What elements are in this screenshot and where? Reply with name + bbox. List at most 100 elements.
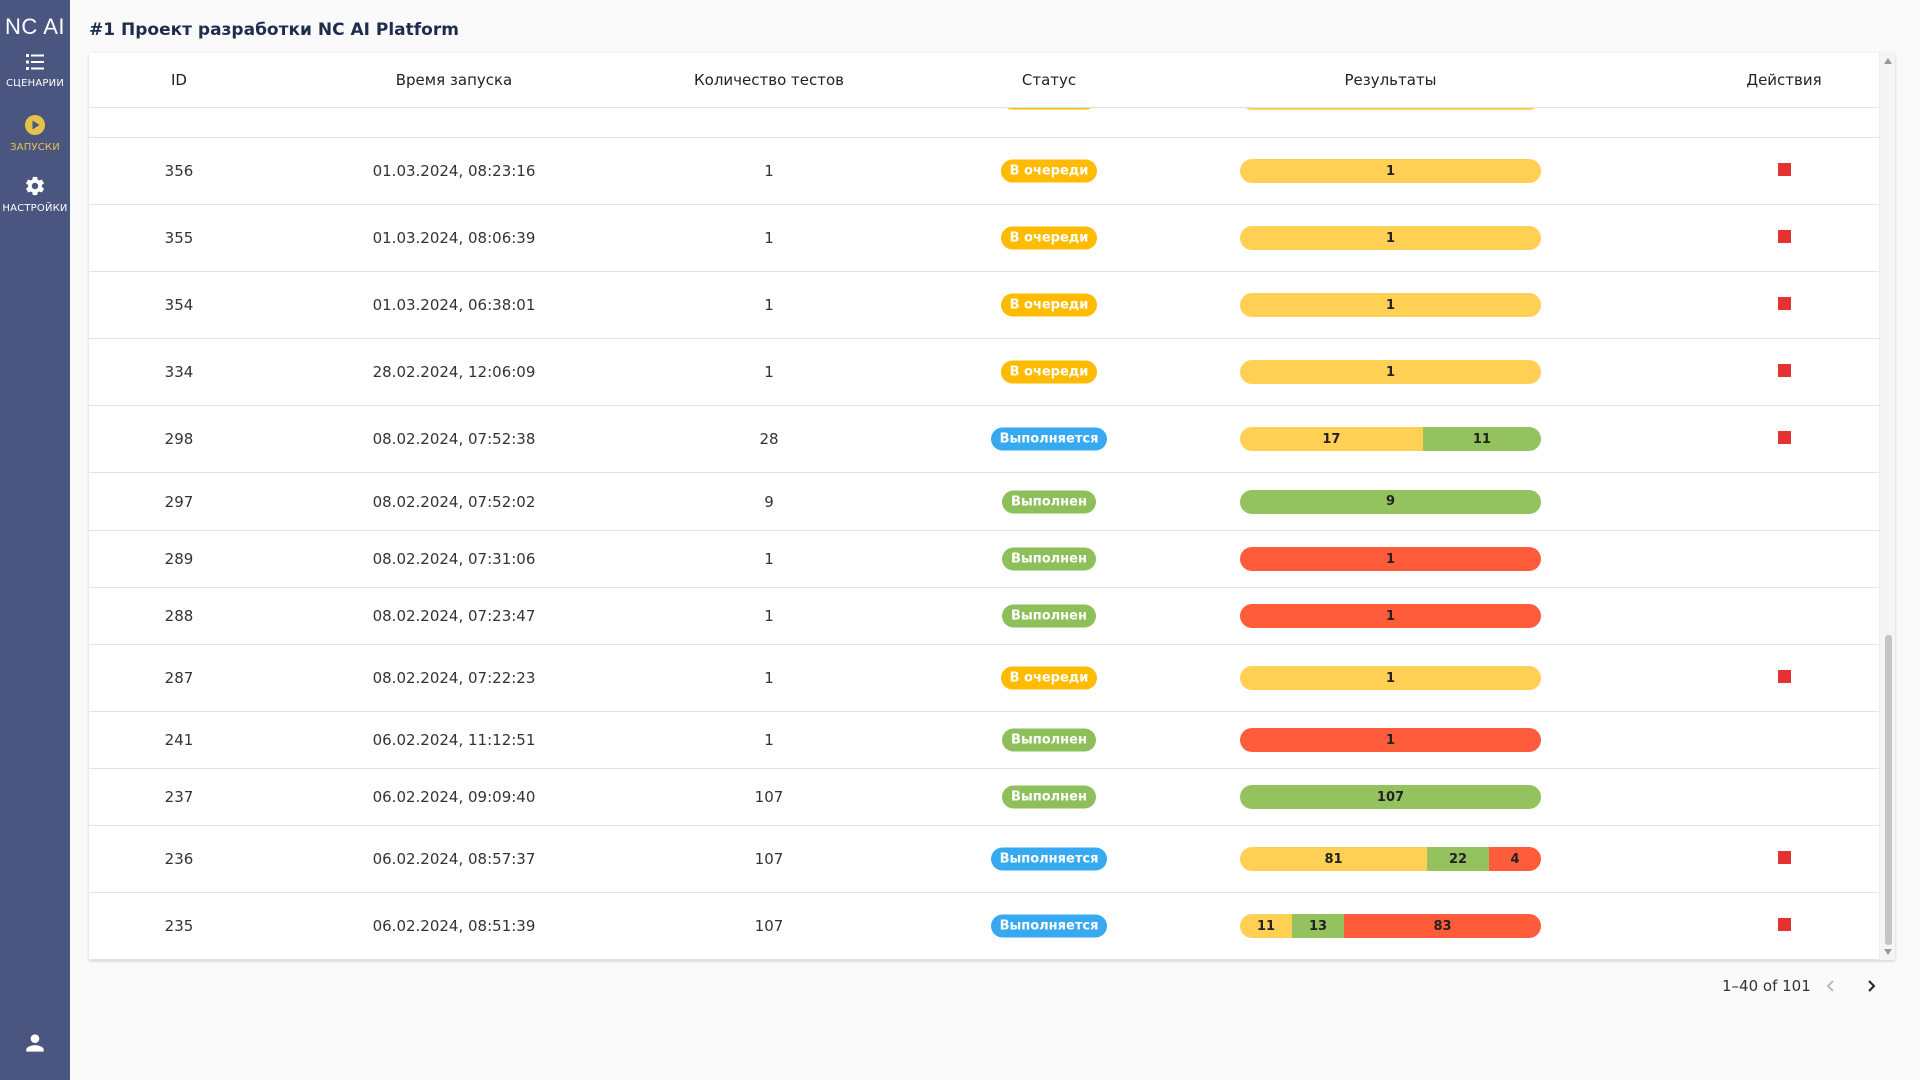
table-row[interactable]: 355 01.03.2024, 08:06:39 1 В очереди 1 [89,205,1879,272]
table-row[interactable]: 354 01.03.2024, 06:38:01 1 В очереди 1 [89,272,1879,339]
table-row[interactable]: 287 08.02.2024, 07:22:23 1 В очереди 1 [89,645,1879,712]
results-segment-yellow: 1 [1240,159,1541,183]
stop-run-button[interactable] [1777,918,1791,931]
column-header-actions: Действия [1746,71,1822,89]
status-cell: Выполняется [899,427,1199,451]
status-badge: Выполнен [1002,785,1096,809]
run-id: 236 [164,850,194,868]
results-bar: 1 [1240,293,1541,317]
results-segment-red: 1 [1240,547,1541,571]
run-start-time: 08.02.2024, 07:22:23 [372,669,536,687]
user-profile-button[interactable] [22,1030,48,1056]
results-segment-yellow: 17 [1240,427,1423,451]
next-page-button[interactable] [1856,971,1886,1001]
results-bar: 1 [1240,604,1541,628]
test-count: 28 [759,430,779,448]
runs-table: 35701.03.2024, 08:37:021В очереди135601.… [89,53,1895,960]
actions-cell [1769,850,1799,868]
results-segment-red: 1 [1240,604,1541,628]
results-bar: 107 [1240,785,1541,809]
stop-run-button[interactable] [1777,163,1791,176]
column-header-results: Результаты [1344,71,1437,89]
table-row[interactable]: 297 08.02.2024, 07:52:02 9 Выполнен 9 [89,473,1879,531]
results-bar: 9 [1240,489,1541,514]
sidebar-item-scenarios[interactable]: СЦЕНАРИИ [0,52,70,110]
stop-run-button[interactable] [1777,297,1791,310]
table-row[interactable]: 288 08.02.2024, 07:23:47 1 Выполнен 1 [89,588,1879,645]
app-logo[interactable]: NC AI [5,14,65,39]
run-id: 355 [164,229,194,247]
table-row[interactable]: 289 08.02.2024, 07:31:06 1 Выполнен 1 [89,531,1879,588]
run-start-time: 06.02.2024, 11:12:51 [372,731,536,749]
run-start-time: 01.03.2024, 08:06:39 [372,229,536,247]
run-id: 354 [164,296,194,314]
run-start-time: 01.03.2024, 06:38:01 [372,296,536,314]
results-segment-green: 13 [1292,914,1344,938]
previous-page-button[interactable] [1816,971,1846,1001]
run-id: 288 [164,607,194,625]
sidebar-item-label: ЗАПУСКИ [10,142,60,153]
status-badge: Выполнен [1002,547,1096,571]
scroll-up-arrow[interactable] [1884,58,1892,64]
table-row[interactable]: 237 06.02.2024, 09:09:40 107 Выполнен 107 [89,769,1879,826]
stop-run-button[interactable] [1777,670,1791,683]
run-id: 298 [164,430,194,448]
status-cell: В очереди [899,666,1199,690]
status-cell: Выполнен [899,785,1199,809]
table-row[interactable]: 298 08.02.2024, 07:52:38 28 Выполняется 17 11 [89,406,1879,473]
table-row[interactable]: 356 01.03.2024, 08:23:16 1 В очереди 1 [89,138,1879,205]
results-segment-yellow: 11 [1240,914,1292,938]
status-badge: В очереди [1000,293,1098,317]
results-cell: 1 [1240,226,1541,250]
table-row[interactable]: 235 06.02.2024, 08:51:39 107 Выполняется 11 1… [89,893,1879,960]
scroll-down-arrow[interactable] [1884,949,1892,955]
run-start-time: 01.03.2024, 08:23:16 [372,162,536,180]
test-count: 1 [764,363,774,381]
sidebar-item-runs[interactable]: ЗАПУСКИ [0,114,70,172]
results-segment-yellow: 1 [1240,226,1541,250]
test-count: 1 [764,296,774,314]
stop-run-button[interactable] [1777,230,1791,243]
column-header-count: Количество тестов [694,71,844,89]
status-cell: В очереди [899,360,1199,384]
run-id: 235 [164,917,194,935]
status-cell: В очереди [899,293,1199,317]
status-cell: В очереди [899,159,1199,183]
actions-cell [1769,296,1799,314]
person-icon [26,1034,44,1052]
table-header: ID Время запуска Количество тестов Стату… [89,53,1879,108]
results-segment-yellow: 81 [1240,847,1428,871]
results-bar: 17 11 [1240,427,1541,451]
table-row[interactable]: 241 06.02.2024, 11:12:51 1 Выполнен 1 [89,712,1879,769]
run-start-time: 08.02.2024, 07:52:02 [372,492,536,511]
status-cell: Выполняется [899,914,1199,938]
table-row[interactable]: 334 28.02.2024, 12:06:09 1 В очереди 1 [89,339,1879,406]
run-start-time: 08.02.2024, 07:52:38 [372,430,536,448]
test-count: 1 [764,731,774,749]
status-cell: Выполняется [899,847,1199,871]
results-bar: 1 [1240,666,1541,690]
table-row[interactable]: 236 06.02.2024, 08:57:37 107 Выполняется 81 2… [89,826,1879,893]
stop-run-button[interactable] [1777,851,1791,864]
status-badge: Выполнен [1002,604,1096,628]
run-start-time: 08.02.2024, 07:31:06 [372,550,536,568]
run-start-time: 08.02.2024, 07:23:47 [372,607,536,625]
pagination-range: 1–40 of 101 [1722,977,1811,995]
page-title: #1 Проект разработки NC AI Platform [89,20,459,40]
stop-run-button[interactable] [1777,431,1791,444]
status-cell: Выполнен [899,490,1199,513]
sidebar-item-label: НАСТРОЙКИ [2,203,68,214]
run-id: 356 [164,162,194,180]
status-badge: В очереди [1000,360,1098,384]
sidebar-item-settings[interactable]: НАСТРОЙКИ [0,175,70,233]
results-cell: 1 [1240,666,1541,690]
scroll-thumb[interactable] [1885,635,1892,945]
status-badge: В очереди [1000,159,1098,183]
results-segment-green: 9 [1240,489,1541,514]
test-count: 1 [764,229,774,247]
results-cell: 107 [1240,785,1541,809]
run-start-time: 06.02.2024, 08:51:39 [372,917,536,935]
run-start-time: 28.02.2024, 12:06:09 [372,363,536,381]
table-scrollbar[interactable] [1879,53,1895,960]
stop-run-button[interactable] [1777,364,1791,377]
